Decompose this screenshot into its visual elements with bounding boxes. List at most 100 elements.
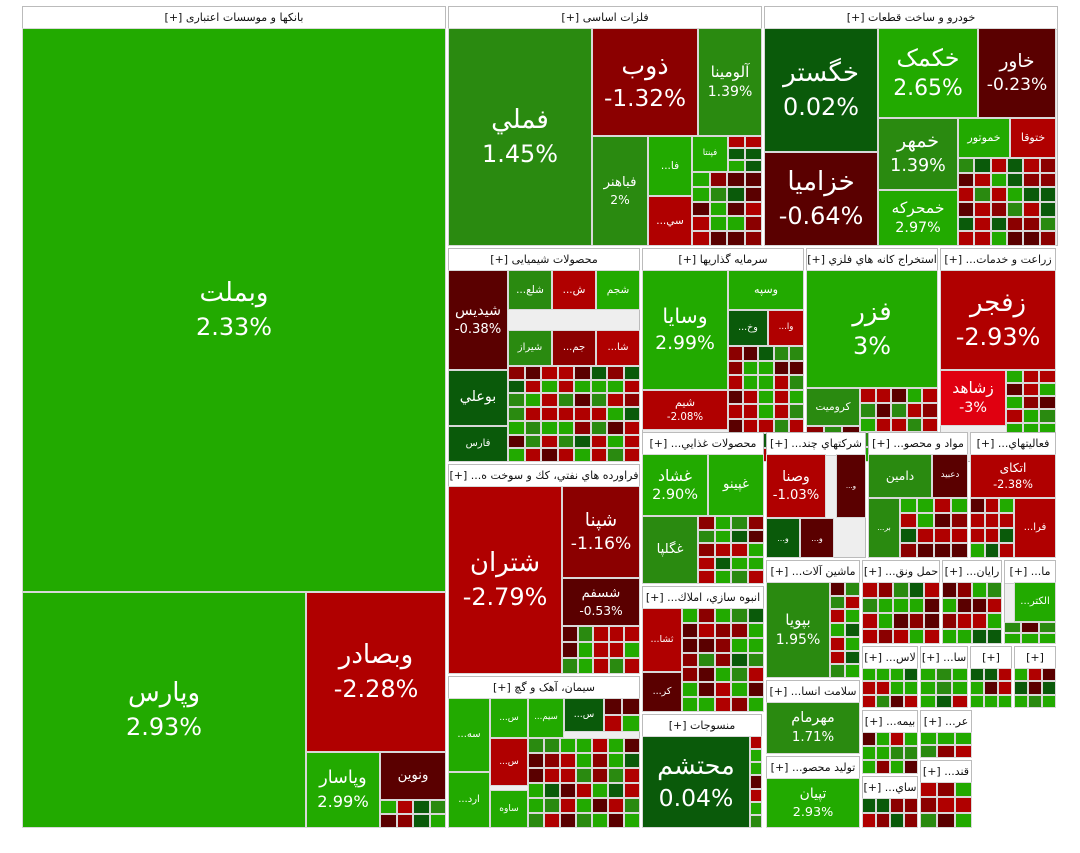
- stock-tile[interactable]: ختوقا: [1010, 118, 1056, 158]
- stock-tile[interactable]: فا...: [648, 136, 692, 196]
- stock-tile[interactable]: ارد...: [448, 772, 490, 828]
- stock-tile[interactable]: ثشا...: [642, 608, 682, 672]
- small-tile: [560, 753, 576, 768]
- small-tile: [970, 668, 984, 682]
- stock-tile[interactable]: خمحرکه 2.97%: [878, 190, 958, 246]
- stock-tile[interactable]: شجم: [596, 270, 640, 310]
- stock-tile[interactable]: غپینو: [708, 454, 764, 516]
- stock-tile[interactable]: وا...: [768, 310, 804, 346]
- stock-name: سه...: [457, 729, 481, 741]
- stock-tile[interactable]: س...: [564, 698, 604, 732]
- stock-tile[interactable]: سي...: [648, 196, 692, 246]
- stock-tile[interactable]: وسپه: [728, 270, 804, 310]
- stock-tile[interactable]: سیم...: [528, 698, 564, 738]
- sector-header: قند... [+]: [921, 761, 971, 784]
- stock-tile[interactable]: ذوب -1.32%: [592, 28, 698, 136]
- small-tile: [592, 798, 608, 813]
- stock-tile[interactable]: شسفم -0.53%: [562, 578, 640, 626]
- small-tile: [727, 201, 745, 217]
- stock-tile[interactable]: الکتر...: [1014, 582, 1056, 622]
- stock-tile[interactable]: شپنا -1.16%: [562, 486, 640, 578]
- stock-tile[interactable]: محتشم 0.04%: [642, 736, 750, 828]
- stock-tile[interactable]: وصنا -1.03%: [766, 454, 826, 518]
- stock-tile[interactable]: زفجر -2.93%: [940, 270, 1056, 370]
- small-tile: [970, 513, 985, 528]
- stock-tile[interactable]: دعبید: [932, 454, 968, 498]
- stock-tile[interactable]: کر...: [642, 672, 682, 712]
- stock-tile[interactable]: شلع...: [508, 270, 552, 310]
- stock-tile[interactable]: خاور -0.23%: [978, 28, 1056, 118]
- stock-tile[interactable]: شیدیس -0.38%: [448, 270, 508, 370]
- stock-tile[interactable]: خکمک 2.65%: [878, 28, 978, 118]
- small-tile: [1042, 694, 1056, 708]
- stock-tile[interactable]: و...: [766, 518, 800, 558]
- stock-tile[interactable]: س...: [490, 698, 528, 738]
- stock-tile[interactable]: خمهر 1.39%: [878, 118, 958, 190]
- small-tile: [692, 216, 710, 232]
- stock-tile[interactable]: وپارس 2.93%: [22, 592, 306, 828]
- stock-tile[interactable]: ونوین: [380, 752, 446, 800]
- small-tile: [576, 753, 592, 768]
- stock-tile[interactable]: بر...: [868, 498, 900, 558]
- stock-tile[interactable]: خزامیا -0.64%: [764, 152, 878, 246]
- stock-tile[interactable]: شتران -2.79%: [448, 486, 562, 674]
- stock-tile[interactable]: اتکای -2.38%: [970, 454, 1056, 498]
- stock-tile[interactable]: وپاسار 2.99%: [306, 752, 380, 828]
- stock-tile[interactable]: غشاد 2.90%: [642, 454, 708, 516]
- stock-change: -0.38%: [454, 321, 502, 337]
- stock-tile[interactable]: مهرمام 1.71%: [766, 702, 860, 754]
- small-tile: [974, 231, 991, 246]
- small-tile: [624, 642, 640, 658]
- stock-tile[interactable]: و...: [836, 454, 866, 518]
- stock-tile[interactable]: بوعلي: [448, 370, 508, 426]
- stock-change: 1.39%: [707, 83, 753, 100]
- stock-tile[interactable]: خگستر 0.02%: [764, 28, 878, 152]
- stock-tile[interactable]: وبصادر -2.28%: [306, 592, 446, 752]
- stock-tile[interactable]: فارس: [448, 426, 508, 462]
- stock-tile[interactable]: شیراز: [508, 330, 552, 366]
- small-tile: [731, 622, 748, 638]
- stock-tile[interactable]: جم...: [552, 330, 596, 366]
- stock-tile[interactable]: آلومینا 1.39%: [698, 28, 762, 136]
- stock-change: -1.16%: [570, 534, 632, 555]
- small-tile: [590, 407, 607, 421]
- stock-tile[interactable]: فزر 3%: [806, 270, 938, 388]
- stock-tile[interactable]: شا...: [596, 330, 640, 366]
- stock-tile[interactable]: غگلپا: [642, 516, 698, 584]
- stock-tile[interactable]: وبملت 2.33%: [22, 28, 446, 592]
- small-tile: [607, 420, 624, 435]
- small-tile: [524, 393, 541, 408]
- stock-tile[interactable]: کرومیت: [806, 388, 860, 426]
- stock-tile[interactable]: سه...: [448, 698, 490, 772]
- small-tile: [622, 715, 640, 732]
- stock-tile[interactable]: زشاهد -3%: [940, 370, 1006, 426]
- stock-tile[interactable]: خموتور: [958, 118, 1010, 158]
- stock-tile[interactable]: بپویا 1.95%: [766, 582, 830, 678]
- stock-tile[interactable]: تپیان 2.93%: [766, 778, 860, 828]
- stock-tile[interactable]: فملي 1.45%: [448, 28, 592, 246]
- small-tile: [731, 667, 748, 683]
- stock-tile[interactable]: فباهنر 2%: [592, 136, 648, 246]
- stock-change: -0.23%: [986, 75, 1048, 96]
- stock-change: -2.79%: [462, 583, 548, 612]
- stock-tile[interactable]: شیم -2.08%: [642, 390, 728, 430]
- small-tile: [990, 158, 1007, 173]
- stock-tile[interactable]: ساوه: [490, 790, 528, 828]
- stock-tile[interactable]: و...: [800, 518, 834, 558]
- stock-change: 1.45%: [482, 140, 558, 169]
- small-tile: [904, 681, 918, 695]
- small-tile: [714, 556, 731, 571]
- stock-tile[interactable]: فپنتا: [692, 136, 728, 172]
- stock-tile[interactable]: وسایا 2.99%: [642, 270, 728, 390]
- stock-tile[interactable]: دامین: [868, 454, 932, 498]
- stock-tile[interactable]: وخ...: [728, 310, 768, 346]
- small-tile: [508, 379, 525, 394]
- small-tile: [1042, 681, 1056, 695]
- small-tile: [908, 613, 925, 629]
- small-tile: [541, 393, 558, 408]
- stock-tile[interactable]: ش...: [552, 270, 596, 310]
- stock-tile[interactable]: س...: [490, 738, 528, 786]
- small-tile: [830, 609, 845, 624]
- stock-tile[interactable]: فرا...: [1014, 498, 1056, 558]
- stock-name: جم...: [562, 342, 586, 354]
